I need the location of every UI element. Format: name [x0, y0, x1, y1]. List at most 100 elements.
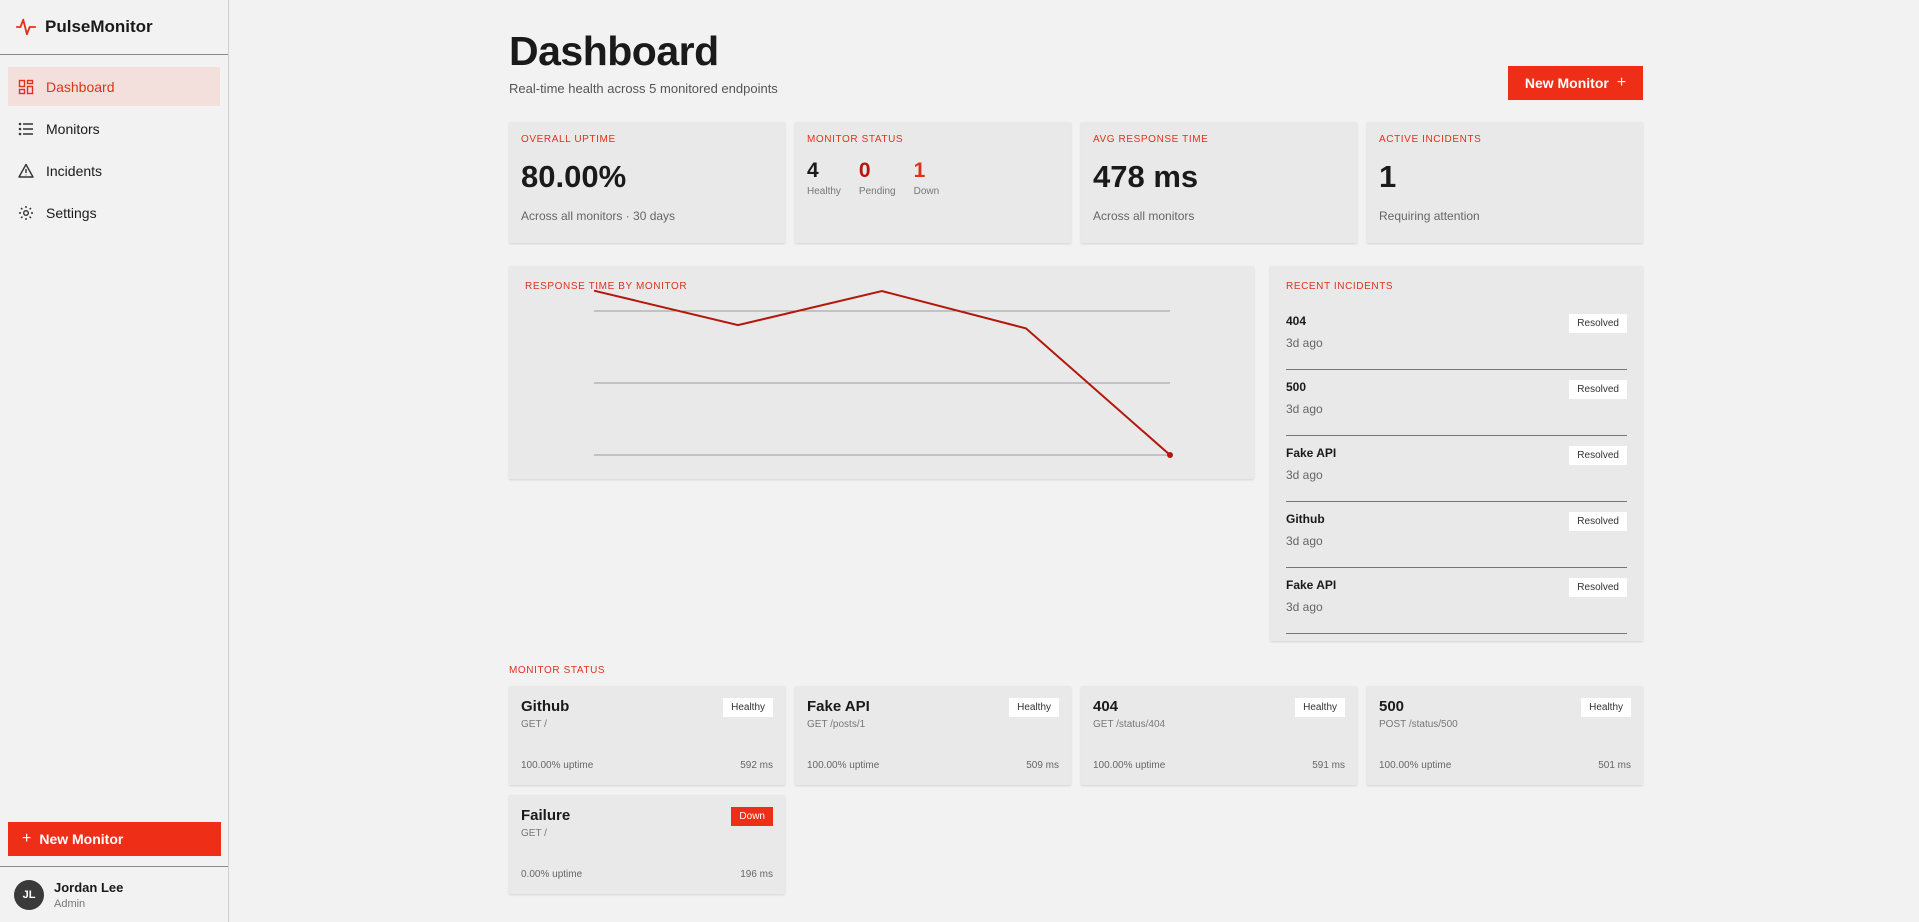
- avatar: JL: [14, 879, 44, 910]
- count-label: Healthy: [807, 186, 841, 197]
- incident-time: 3d ago: [1286, 468, 1323, 482]
- monitor-uptime: 100.00% uptime: [1093, 760, 1166, 771]
- page-subtitle: Real-time health across 5 monitored endp…: [509, 81, 778, 96]
- chart-point-failure[interactable]: [1167, 452, 1173, 458]
- user-role: Admin: [54, 897, 86, 910]
- pulse-icon: [15, 18, 37, 36]
- brand[interactable]: PulseMonitor: [0, 0, 228, 55]
- monitor-uptime: 0.00% uptime: [521, 869, 583, 880]
- user-name: Jordan Lee: [54, 879, 124, 895]
- monitor-endpoint: POST /status/500: [1379, 719, 1458, 730]
- monitor-response: 591 ms: [1312, 760, 1345, 771]
- status-badge: Healthy: [1009, 698, 1059, 717]
- sidebar-item-label: Monitors: [46, 120, 100, 137]
- monitor-response: 592 ms: [740, 760, 773, 771]
- count-label: Pending: [858, 186, 896, 197]
- header-new-monitor-button[interactable]: New Monitor +: [1508, 66, 1643, 100]
- recent-incidents-card: Recent Incidents 404 3d ago Resolved 500…: [1270, 266, 1643, 641]
- list-item[interactable]: Fake API 3d ago Resolved: [1286, 436, 1627, 502]
- monitor-footer: 100.00% uptime 591 ms: [1093, 760, 1345, 771]
- sidebar-item-monitors[interactable]: Monitors: [8, 109, 220, 148]
- incident-name: Fake API: [1286, 446, 1337, 460]
- monitor-footer: 100.00% uptime 509 ms: [807, 760, 1059, 771]
- sidebar-item-label: Incidents: [46, 162, 103, 179]
- status-badge: Healthy: [723, 698, 773, 717]
- user-profile[interactable]: JL Jordan Lee Admin: [0, 866, 228, 922]
- status-badge: Resolved: [1569, 512, 1627, 531]
- monitor-response: 501 ms: [1598, 760, 1631, 771]
- monitor-card[interactable]: Failure GET / Down 0.00% uptime 196 ms: [509, 795, 785, 894]
- count-value: 0: [858, 159, 871, 182]
- incident-time: 3d ago: [1286, 600, 1323, 614]
- user-info: Jordan Lee Admin: [54, 880, 123, 910]
- sidebar: PulseMonitor Dashboard Monitors Incident…: [0, 0, 229, 922]
- uptime-card: Overall Uptime 80.00% Across all monitor…: [509, 122, 785, 243]
- card-label: Active Incidents: [1379, 134, 1482, 145]
- sidebar-item-label: Dashboard: [46, 78, 115, 95]
- monitor-endpoint: GET /posts/1: [807, 719, 866, 730]
- section-title: Monitor Status: [509, 665, 606, 676]
- button-label: New Monitor: [1524, 75, 1609, 91]
- list-item[interactable]: Github 3d ago Resolved: [1286, 502, 1627, 568]
- monitor-endpoint: GET /: [521, 828, 547, 839]
- monitor-card[interactable]: Fake API GET /posts/1 Healthy 100.00% up…: [795, 686, 1071, 785]
- list-item[interactable]: 404 3d ago Resolved: [1286, 304, 1627, 370]
- plus-icon: +: [1616, 74, 1627, 91]
- monitor-card[interactable]: 404 GET /status/404 Healthy 100.00% upti…: [1081, 686, 1357, 785]
- chart-series-line: [593, 289, 1171, 456]
- list-item[interactable]: Fake API 3d ago Resolved: [1286, 568, 1627, 634]
- monitor-footer: 100.00% uptime 592 ms: [521, 760, 773, 771]
- monitor-name: 404: [1093, 698, 1119, 715]
- sidebar-item-dashboard[interactable]: Dashboard: [8, 67, 220, 106]
- app-name: PulseMonitor: [45, 17, 153, 36]
- monitor-status-card: Monitor Status 4 Healthy 0 Pending 1 Dow…: [795, 122, 1071, 243]
- incident-name: Github: [1286, 512, 1325, 526]
- count-label: Down: [913, 186, 940, 197]
- monitor-name: Failure: [521, 807, 571, 824]
- card-label: Monitor Status: [807, 134, 904, 145]
- incident-time: 3d ago: [1286, 336, 1323, 350]
- monitor-endpoint: GET /: [521, 719, 547, 730]
- monitor-uptime: 100.00% uptime: [521, 760, 594, 771]
- response-time-card: Avg Response Time 478 ms Across all moni…: [1081, 122, 1357, 243]
- plus-icon: +: [22, 830, 32, 847]
- incident-list: 404 3d ago Resolved 500 3d ago Resolved …: [1286, 304, 1627, 634]
- incident-name: Fake API: [1286, 578, 1337, 592]
- uptime-value: 80.00%: [521, 159, 627, 194]
- incident-time: 3d ago: [1286, 534, 1323, 548]
- healthy-count: 4 Healthy: [807, 159, 841, 197]
- incidents-value: 1: [1379, 159, 1397, 194]
- list-item[interactable]: 500 3d ago Resolved: [1286, 370, 1627, 436]
- sidebar-new-monitor-button[interactable]: + New Monitor: [8, 822, 221, 856]
- monitor-response: 196 ms: [740, 869, 773, 880]
- chart-title: Response Time by Monitor: [525, 281, 688, 292]
- incidents-card: Active Incidents 1 Requiring attention: [1367, 122, 1643, 243]
- card-note: Requiring attention: [1379, 209, 1480, 223]
- status-counts: 4 Healthy 0 Pending 1 Down: [807, 159, 1059, 197]
- response-value: 478 ms: [1093, 159, 1199, 194]
- monitor-uptime: 100.00% uptime: [1379, 760, 1452, 771]
- monitor-name: Github: [521, 698, 570, 715]
- monitor-response: 509 ms: [1026, 760, 1059, 771]
- card-label: Recent Incidents: [1286, 281, 1394, 292]
- status-badge: Healthy: [1581, 698, 1631, 717]
- count-value: 1: [913, 159, 926, 182]
- button-label: New Monitor: [39, 831, 124, 847]
- card-note: Across all monitors: [1093, 209, 1195, 223]
- status-badge: Down: [731, 807, 773, 826]
- status-badge: Healthy: [1295, 698, 1345, 717]
- monitor-endpoint: GET /status/404: [1093, 719, 1166, 730]
- sidebar-nav: Dashboard Monitors Incidents Settings: [0, 55, 228, 232]
- down-count: 1 Down: [914, 159, 940, 197]
- status-badge: Resolved: [1569, 380, 1627, 399]
- dashboard-icon: [18, 79, 34, 94]
- card-label: Overall Uptime: [521, 134, 616, 145]
- monitor-card[interactable]: Github GET / Healthy 100.00% uptime 592 …: [509, 686, 785, 785]
- sidebar-item-incidents[interactable]: Incidents: [8, 151, 220, 190]
- monitor-name: Fake API: [807, 698, 870, 715]
- sidebar-item-settings[interactable]: Settings: [8, 193, 220, 232]
- count-value: 4: [807, 159, 819, 182]
- monitor-card[interactable]: 500 POST /status/500 Healthy 100.00% upt…: [1367, 686, 1643, 785]
- sidebar-item-label: Settings: [46, 204, 97, 221]
- status-badge: Resolved: [1569, 314, 1627, 333]
